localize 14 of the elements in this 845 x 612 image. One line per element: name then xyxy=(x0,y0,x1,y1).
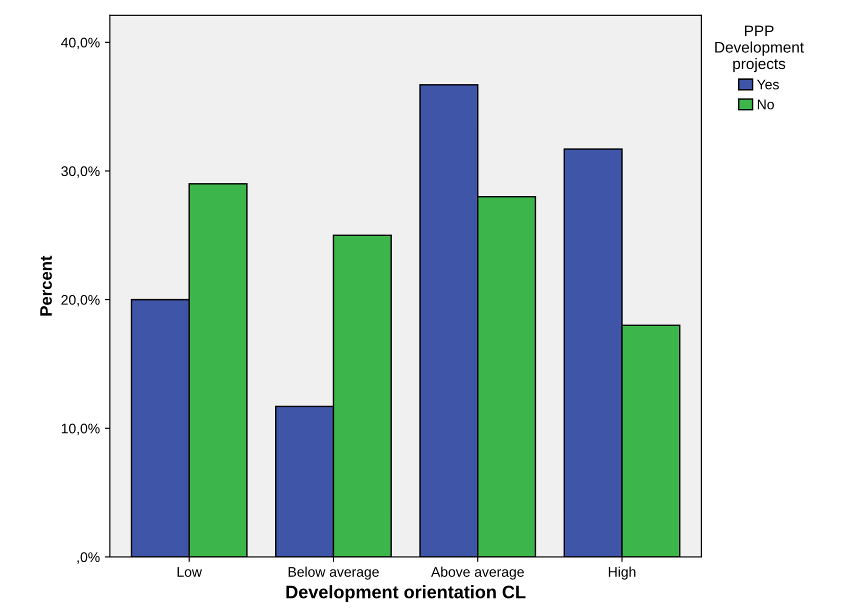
y-tick-label: 20,0% xyxy=(61,294,100,306)
y-tick-label: 40,0% xyxy=(61,38,100,50)
y-tick-label: ,0% xyxy=(77,552,100,564)
x-tick-label: Low xyxy=(178,567,202,577)
y-tick-label: 10,0% xyxy=(62,424,100,436)
x-tick-label: Above average xyxy=(431,566,524,580)
x-tick-label: Below average xyxy=(288,566,379,580)
x-axis-title: Development orientation CL xyxy=(286,585,526,602)
legend-label: No xyxy=(758,100,774,110)
y-tick-label: 30,0% xyxy=(61,166,100,178)
x-tick-label: High xyxy=(608,566,636,580)
legend-label: Yes xyxy=(757,80,779,90)
y-axis-title: Percent xyxy=(40,256,52,316)
legend-title: PPP Development projects xyxy=(715,26,804,72)
